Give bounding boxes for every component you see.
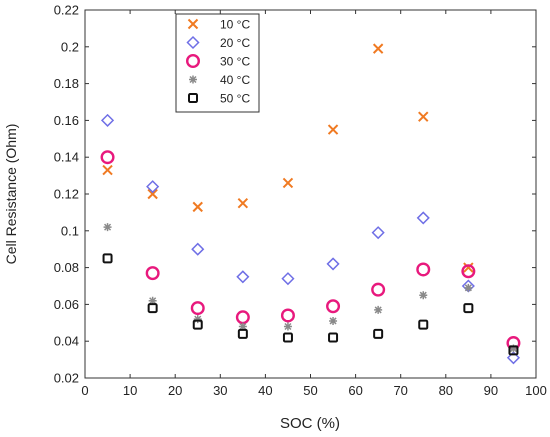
- y-axis-label: Cell Resistance (Ohm): [3, 124, 19, 265]
- data-point: [418, 111, 429, 122]
- legend-marker: [188, 93, 198, 103]
- x-tick-label: 100: [525, 383, 547, 398]
- data-point: [100, 150, 115, 165]
- data-point: [374, 305, 383, 314]
- y-tick-label: 0.02: [54, 371, 79, 386]
- data-point: [372, 43, 384, 54]
- x-tick-label: 30: [213, 383, 227, 398]
- legend-label: 40 °C: [220, 73, 250, 87]
- x-tick-label: 10: [123, 383, 137, 398]
- data-point: [237, 328, 248, 339]
- plot-area: [84, 9, 537, 379]
- legend-label: 30 °C: [220, 55, 250, 69]
- data-point: [190, 301, 205, 316]
- data-point: [328, 332, 339, 343]
- data-point: [103, 223, 112, 232]
- legend-marker: [186, 35, 200, 50]
- y-tick-label: 0.06: [54, 297, 79, 312]
- data-point: [281, 272, 295, 286]
- data-point: [463, 303, 474, 314]
- data-point: [416, 262, 431, 277]
- data-point: [373, 328, 384, 339]
- y-tick-label: 0.08: [54, 260, 79, 275]
- y-tick-label: 0.18: [54, 76, 79, 91]
- data-point: [147, 188, 158, 200]
- data-point: [419, 291, 428, 300]
- data-point: [191, 242, 205, 256]
- data-point: [192, 319, 203, 330]
- legend: 10 °C 20 °C 30 °C 40 °C 50 °C: [175, 13, 260, 113]
- data-point: [102, 253, 113, 264]
- y-tick-label: 0.04: [54, 334, 79, 349]
- data-point: [326, 257, 340, 271]
- y-tick-label: 0.2: [61, 39, 79, 54]
- y-tick-label: 0.22: [54, 3, 79, 18]
- data-point: [145, 266, 160, 281]
- legend-marker: [187, 18, 199, 30]
- data-marks: [100, 43, 521, 365]
- data-point: [282, 332, 293, 343]
- series-0: [102, 43, 474, 273]
- data-point: [464, 283, 473, 292]
- x-tick-label: 90: [484, 383, 498, 398]
- data-point: [282, 177, 294, 189]
- legend-label: 50 °C: [220, 92, 250, 106]
- legend-label: 20 °C: [220, 36, 250, 50]
- x-axis-label: SOC (%): [280, 415, 340, 432]
- data-point: [147, 303, 158, 314]
- series-3: [103, 223, 518, 353]
- x-tick-label: 20: [168, 383, 182, 398]
- data-point: [461, 264, 476, 279]
- legend-marker: [185, 54, 200, 69]
- data-point: [280, 308, 295, 323]
- data-point: [102, 164, 113, 176]
- data-point: [283, 322, 292, 331]
- x-tick-label: 50: [303, 383, 317, 398]
- data-point: [148, 296, 157, 305]
- data-point: [193, 315, 202, 324]
- data-point: [326, 299, 341, 314]
- legend-marker: [189, 75, 197, 84]
- data-point: [371, 226, 385, 240]
- data-point: [329, 316, 338, 325]
- x-tick-label: 70: [393, 383, 407, 398]
- series-4: [102, 253, 519, 356]
- data-point: [509, 344, 518, 353]
- data-point: [506, 351, 521, 365]
- data-point: [192, 201, 203, 213]
- axis-ticks: 0 10 20 30 40 50 60 70 80 90 100 0.02 0.04 0.06 0.08 0.…: [54, 3, 547, 399]
- x-tick-label: 0: [81, 383, 88, 398]
- x-tick-label: 40: [258, 383, 272, 398]
- x-tick-label: 80: [439, 383, 453, 398]
- data-point: [146, 180, 160, 194]
- data-point: [327, 124, 339, 135]
- series-1: [100, 113, 521, 365]
- data-point: [416, 211, 430, 225]
- data-point: [236, 270, 250, 284]
- data-point: [418, 319, 429, 330]
- x-tick-label: 60: [348, 383, 362, 398]
- y-tick-label: 0.14: [54, 150, 79, 165]
- data-point: [371, 282, 386, 297]
- series-2: [100, 150, 521, 351]
- data-point: [508, 345, 519, 356]
- data-point: [237, 197, 249, 209]
- y-tick-label: 0.12: [54, 187, 79, 202]
- data-point: [463, 262, 474, 273]
- legend-label: 10 °C: [220, 18, 250, 32]
- data-point: [238, 322, 247, 331]
- data-point: [100, 113, 115, 127]
- y-tick-label: 0.16: [54, 113, 79, 128]
- y-tick-label: 0.1: [61, 223, 79, 238]
